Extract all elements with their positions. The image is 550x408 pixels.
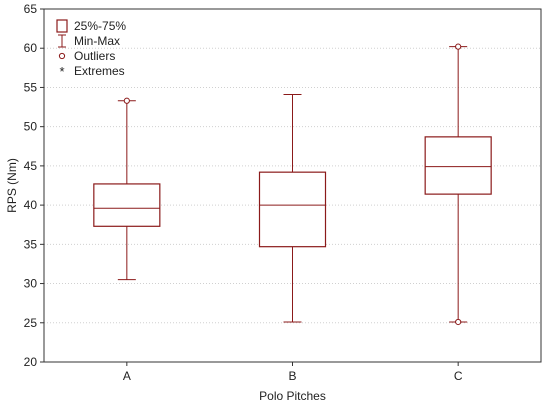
y-tick-label: 55 [24, 80, 38, 94]
iqr-box [424, 136, 492, 195]
y-tick-label: 30 [24, 277, 38, 291]
legend-box-icon [56, 19, 68, 33]
x-axis-label: Polo Pitches [259, 389, 326, 403]
legend-item-box: 25%-75% [56, 19, 126, 33]
legend-label: Min-Max [74, 34, 120, 48]
x-tick-label: B [288, 369, 296, 383]
legend-circle-icon [58, 52, 66, 60]
y-axis-ticks: 20 25 30 35 40 45 50 55 60 65 [24, 2, 44, 369]
legend-item-circle: Outliers [58, 49, 115, 63]
plot-frame [43, 8, 542, 363]
legend-label: 25%-75% [74, 19, 126, 33]
box-group-c [424, 43, 492, 326]
y-tick-label: 25 [24, 316, 38, 330]
y-axis-label: RPS (Nm) [5, 158, 19, 213]
box-group-b [258, 94, 327, 323]
y-tick-label: 50 [24, 120, 38, 134]
outlier-point [455, 318, 462, 326]
boxes-layer [93, 43, 492, 326]
x-axis-ticks: A B C [123, 362, 463, 383]
outlier-point [455, 43, 462, 50]
outlier-point [123, 97, 130, 104]
iqr-box [93, 183, 161, 227]
box-group-a [93, 97, 161, 281]
y-tick-label: 65 [24, 2, 38, 16]
legend-item-asterisk: * Extremes [59, 64, 124, 79]
x-tick-label: C [454, 369, 463, 383]
y-tick-label: 40 [24, 198, 38, 212]
y-tick-label: 60 [24, 41, 38, 55]
y-tick-label: 20 [24, 355, 38, 369]
legend-label: Outliers [74, 49, 115, 63]
legend-item-whisker: Min-Max [58, 34, 120, 48]
legend-asterisk-icon: * [59, 64, 64, 79]
y-tick-label: 45 [24, 159, 38, 173]
legend-label: Extremes [74, 64, 125, 78]
y-tick-label: 35 [24, 237, 38, 251]
iqr-box [258, 171, 327, 248]
x-tick-label: A [123, 369, 131, 383]
